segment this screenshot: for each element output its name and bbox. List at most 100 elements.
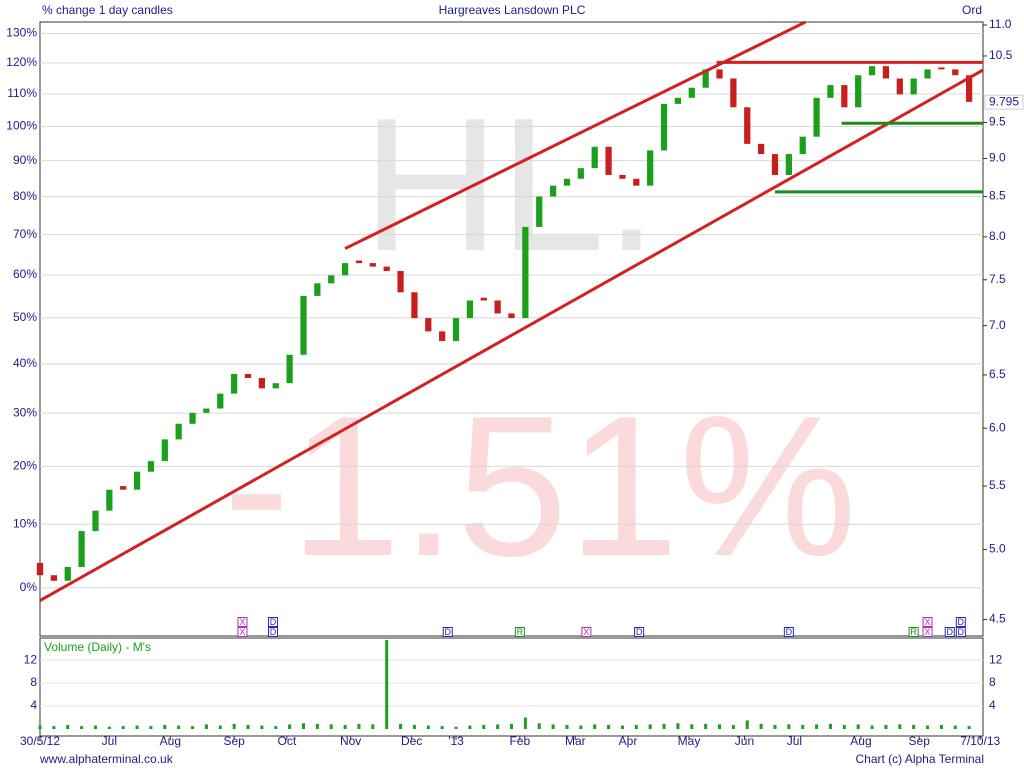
event-label: D <box>636 627 643 637</box>
volume-bar <box>801 724 805 729</box>
volume-bar <box>66 724 70 729</box>
volume-bar <box>274 726 278 729</box>
event-label: R <box>517 627 524 637</box>
y2-tick-label: 8.5 <box>989 189 1006 203</box>
candle <box>92 510 99 532</box>
volume-bar <box>510 723 513 729</box>
candle <box>300 295 307 355</box>
volume-bar <box>301 723 305 729</box>
candle <box>868 66 876 76</box>
volume-bar <box>828 723 832 729</box>
candle <box>397 270 404 293</box>
volume-bar <box>662 723 666 729</box>
volume-bar <box>80 726 84 729</box>
event-label: D <box>270 627 277 637</box>
volume-bar <box>135 725 139 729</box>
event-label: X <box>925 627 931 637</box>
volume-bar <box>38 725 42 729</box>
volume-bar <box>912 724 916 729</box>
event-box <box>581 627 592 637</box>
event-box <box>634 627 645 637</box>
candle <box>966 75 973 102</box>
volume-bar <box>371 724 375 729</box>
volume-bar <box>607 724 611 729</box>
candle <box>494 300 501 314</box>
candle <box>674 97 682 104</box>
trend-line <box>344 20 807 250</box>
price-panel <box>39 21 984 637</box>
x-tick-label: May <box>678 734 701 748</box>
event-label: D <box>444 627 451 637</box>
share-class: Ord <box>962 3 982 17</box>
candle <box>203 408 210 413</box>
last-price-box <box>984 94 1024 110</box>
volume-panel <box>39 637 984 737</box>
event-box <box>908 627 919 637</box>
x-tick-label: 7/10/13 <box>960 734 1000 748</box>
credit: Chart (c) Alpha Terminal <box>856 752 985 766</box>
candle <box>688 87 695 98</box>
candle <box>106 489 113 511</box>
volume-bar <box>537 723 541 729</box>
candle <box>785 154 792 175</box>
volume-bar <box>468 725 472 729</box>
event-box <box>237 627 248 637</box>
candle <box>258 378 266 389</box>
volume-tick-label-right: 12 <box>989 652 1003 666</box>
event-label: X <box>925 617 931 627</box>
volume-bar <box>579 725 583 729</box>
volume-bar <box>440 726 444 729</box>
x-tick-label: Apr <box>619 734 638 748</box>
volume-bar <box>704 723 708 729</box>
y-tick-label: 110% <box>7 86 37 100</box>
event-box <box>944 627 955 637</box>
volume-bar <box>412 724 416 729</box>
volume-bar <box>676 723 680 729</box>
x-tick-label: Dec <box>401 734 422 748</box>
x-tick-label: Mar <box>565 734 586 748</box>
event-box <box>514 627 525 637</box>
y-tick-label: 20% <box>13 459 37 473</box>
volume-bar <box>634 724 638 729</box>
candle <box>549 185 557 197</box>
volume-bar <box>232 723 236 729</box>
candle <box>591 146 598 169</box>
candle <box>577 168 584 179</box>
volume-bar <box>93 725 97 729</box>
volume-bar <box>773 724 777 729</box>
volume-title: Volume (Daily) - M's <box>44 640 151 654</box>
volume-bar <box>260 725 264 729</box>
event-box <box>955 627 966 637</box>
candle <box>64 566 71 581</box>
y-tick-label: 130% <box>6 26 37 40</box>
candle <box>120 486 127 490</box>
volume-tick-label-right: 8 <box>989 675 996 689</box>
volume-bar <box>163 724 167 729</box>
candle <box>341 263 349 276</box>
y2-tick-label: 11.0 <box>989 17 1012 31</box>
candle <box>78 531 85 567</box>
candle <box>633 178 640 186</box>
volume-bar <box>385 640 389 729</box>
volume-bar <box>288 724 292 729</box>
candle <box>619 174 626 179</box>
x-tick-label: '13 <box>448 734 464 748</box>
volume-bar <box>496 724 500 729</box>
volume-bar <box>648 724 652 729</box>
x-tick-label: Aug <box>160 734 181 748</box>
y2-tick-label: 5.5 <box>989 478 1006 492</box>
candle <box>272 383 279 389</box>
candle <box>924 69 931 79</box>
volume-bar <box>52 726 56 729</box>
trend-line <box>39 68 984 602</box>
volume-bar <box>343 724 347 729</box>
volume-bar <box>177 725 181 729</box>
event-box <box>237 617 248 627</box>
candle <box>411 292 418 319</box>
candle <box>716 69 723 79</box>
volume-bar <box>856 724 860 729</box>
y2-tick-label: 10.5 <box>989 48 1013 62</box>
candle <box>369 263 376 267</box>
volume-bar <box>121 726 125 729</box>
